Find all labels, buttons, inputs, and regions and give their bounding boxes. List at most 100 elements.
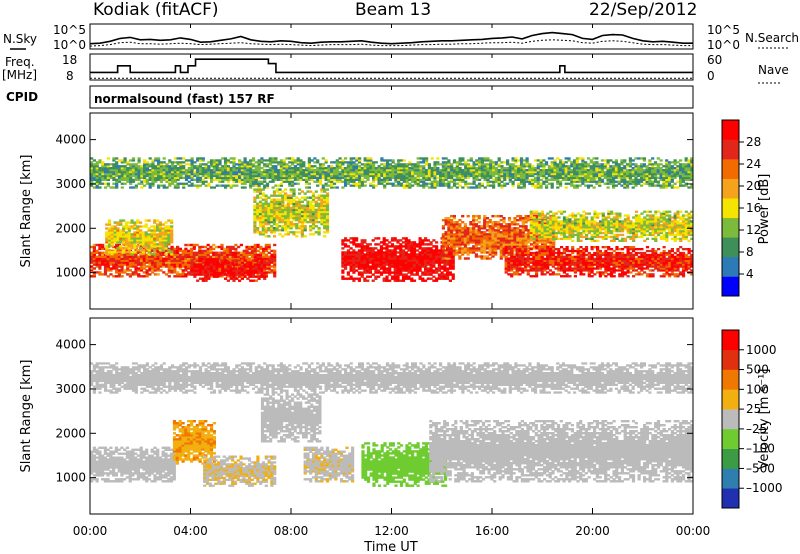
heatmap-cell	[260, 261, 264, 264]
heatmap-cell	[139, 243, 143, 246]
heatmap-cell	[195, 259, 199, 262]
heatmap-cell	[537, 257, 541, 260]
heatmap-cell	[119, 237, 123, 240]
heatmap-cell	[323, 194, 327, 197]
heatmap-cell	[273, 275, 277, 278]
heatmap-cell	[452, 239, 456, 242]
heatmap-cell	[681, 216, 686, 219]
heatmap-cell	[521, 243, 525, 246]
heatmap-cell	[349, 277, 353, 280]
heatmap-cell	[458, 225, 462, 228]
heatmap-cell	[311, 194, 316, 197]
heatmap-cell	[198, 249, 202, 253]
heatmap-cell	[576, 218, 580, 221]
heatmap-cell	[396, 263, 400, 266]
heatmap-cell	[596, 230, 600, 233]
heatmap-cell	[221, 261, 225, 264]
heatmap-cell	[529, 210, 533, 213]
heatmap-cell	[112, 259, 116, 262]
heatmap-cell	[92, 267, 96, 270]
heatmap-cell	[521, 229, 525, 232]
heatmap-cell	[106, 265, 110, 268]
heatmap-cell	[341, 251, 345, 254]
heatmap-cell	[524, 235, 528, 238]
heatmap-cell	[447, 241, 451, 244]
heatmap-cell	[286, 208, 290, 212]
heatmap-cell	[424, 255, 428, 258]
heatmap-cell	[184, 259, 188, 262]
heatmap-cell	[144, 247, 148, 250]
heatmap-cell	[662, 257, 666, 260]
heatmap-cell	[270, 204, 274, 207]
heatmap-cell	[311, 200, 316, 203]
heatmap-cell	[98, 257, 102, 260]
heatmap-cell	[515, 251, 519, 255]
heatmap-cell	[355, 243, 359, 246]
heatmap-cell	[458, 237, 462, 240]
heatmap-cell	[142, 263, 146, 266]
heatmap-cell	[228, 265, 232, 268]
heatmap-cell	[145, 265, 149, 268]
heatmap-cell	[562, 226, 567, 229]
heatmap-cell	[267, 261, 271, 264]
heatmap-cell	[105, 231, 109, 234]
heatmap-cell	[224, 273, 228, 276]
heatmap-cell	[217, 275, 221, 278]
heatmap-cell	[124, 227, 129, 230]
heatmap-cell	[444, 223, 448, 226]
heatmap-cell	[396, 265, 400, 268]
heatmap-cell	[502, 233, 506, 236]
heatmap-cell	[393, 249, 397, 252]
heatmap-cell	[115, 182, 119, 185]
heatmap-cell	[260, 269, 264, 272]
heatmap-cell	[424, 239, 428, 242]
heatmap-cell	[158, 227, 162, 230]
heatmap-cell	[201, 279, 205, 282]
heatmap-cell	[105, 237, 109, 240]
heatmap-cell	[488, 245, 492, 248]
heatmap-cell	[134, 163, 138, 166]
heatmap-cell	[137, 178, 141, 181]
heatmap-cell	[393, 273, 397, 276]
heatmap-cell	[377, 271, 381, 274]
heatmap-cell	[360, 257, 364, 260]
heatmap-cell	[448, 263, 452, 266]
heatmap-cell	[444, 235, 448, 238]
heatmap-cell	[615, 251, 619, 255]
heatmap-cell	[579, 235, 583, 239]
heatmap-cell	[521, 225, 525, 228]
heatmap-cell	[131, 257, 135, 260]
heatmap-cell	[441, 243, 445, 246]
heatmap-cell	[237, 255, 241, 258]
heatmap-cell	[264, 231, 268, 234]
heatmap-cell	[90, 257, 94, 260]
heatmap-cell	[440, 255, 444, 258]
heatmap-cell	[385, 263, 389, 266]
heatmap-cell	[615, 216, 619, 219]
heatmap-cell	[234, 251, 238, 254]
heatmap-cell	[120, 263, 124, 266]
heatmap-cell	[115, 257, 119, 260]
heatmap-cell	[643, 239, 647, 242]
heatmap-cell	[665, 210, 669, 213]
heatmap-cell	[535, 257, 539, 260]
heatmap-cell	[446, 261, 450, 264]
heatmap-cell	[565, 248, 569, 251]
heatmap-cell	[109, 255, 113, 258]
heatmap-cell	[253, 231, 257, 234]
heatmap-cell	[249, 279, 253, 282]
heatmap-cell	[254, 269, 258, 272]
heatmap-cell	[576, 251, 580, 255]
heatmap-cell	[173, 249, 177, 253]
heatmap-cell	[119, 239, 123, 242]
heatmap-cell	[499, 233, 503, 236]
heatmap-cell	[626, 248, 630, 251]
heatmap-cell	[410, 245, 414, 248]
heatmap-cell	[115, 271, 119, 274]
heatmap-cell	[137, 165, 141, 168]
heatmap-cell	[101, 259, 105, 262]
heatmap-cell	[221, 269, 225, 272]
heatmap-cell	[323, 235, 327, 238]
heatmap-cell	[385, 261, 389, 264]
heatmap-cell	[130, 237, 134, 240]
